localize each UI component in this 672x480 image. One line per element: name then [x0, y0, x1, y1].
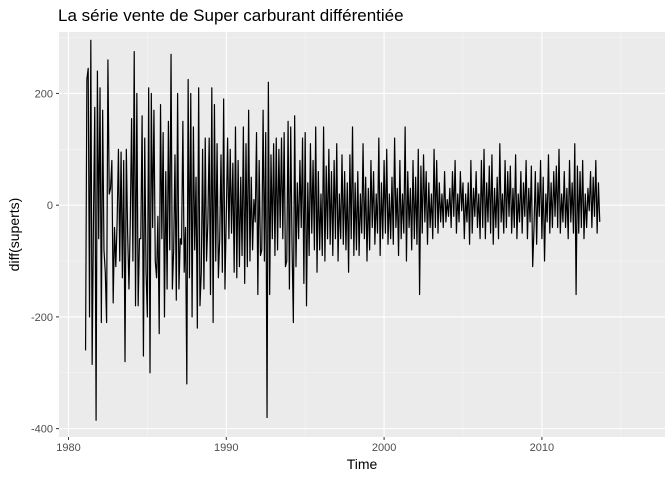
- chart-title: La série vente de Super carburant différ…: [58, 6, 404, 25]
- x-tick-label: 1980: [56, 442, 80, 454]
- series-line: [84, 39, 601, 421]
- y-axis-title: diff(superts): [6, 198, 22, 272]
- y-axis-ticks: -400 -200 0 200: [31, 88, 59, 436]
- series-layer: [84, 39, 601, 421]
- x-tick-label: 2010: [530, 442, 554, 454]
- y-tick-label: -200: [31, 312, 53, 324]
- y-tick-label: 200: [35, 88, 53, 100]
- x-tick-label: 1990: [214, 442, 238, 454]
- x-tick-label: 2000: [372, 442, 396, 454]
- grid-minor: [59, 32, 665, 437]
- y-tick-label: -400: [31, 424, 53, 436]
- y-tick-label: 0: [47, 200, 53, 212]
- x-axis-title: Time: [347, 456, 378, 472]
- x-axis-ticks: 1980 1990 2000 2010: [56, 437, 554, 454]
